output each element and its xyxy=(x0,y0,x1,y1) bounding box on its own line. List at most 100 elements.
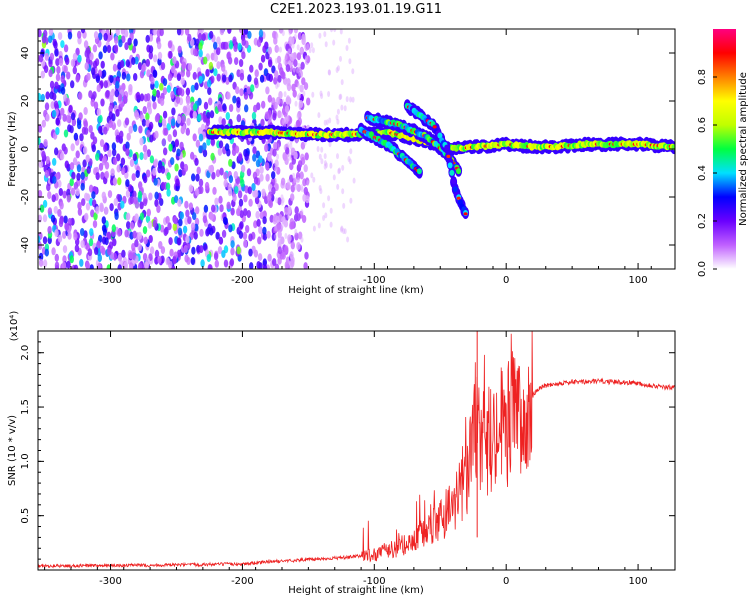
heatmap-noise-cell xyxy=(274,233,278,240)
branch-steep-cell xyxy=(449,169,455,176)
heatmap-noise-cell xyxy=(212,186,217,195)
heatmap-noise-cell xyxy=(66,188,71,197)
branch-steep-peak xyxy=(446,154,451,158)
heatmap-noise-cell xyxy=(199,228,204,237)
heatmap-noise-cell xyxy=(303,262,308,269)
heatmap-noise-cell xyxy=(236,69,241,78)
heatmap-noise-cell xyxy=(173,195,179,204)
heatmap-noise-cell xyxy=(64,222,70,231)
heatmap-noise-cell xyxy=(176,237,181,246)
heatmap-noise-cell xyxy=(192,71,197,80)
heatmap-noise-cell xyxy=(219,29,225,36)
heatmap-noise-cell xyxy=(85,202,91,211)
heatmap-noise-cell xyxy=(64,160,70,169)
heatmap-noise-cell xyxy=(92,44,98,53)
heatmap-noise-cell xyxy=(63,44,69,53)
heatmap-noise-cell xyxy=(216,61,221,70)
heatmap-noise-cell xyxy=(157,41,162,50)
heatmap-noise-cell xyxy=(153,54,158,63)
heatmap-noise-cell xyxy=(256,261,261,269)
heatmap-noise-cell xyxy=(154,114,160,123)
heatmap-noise-cell xyxy=(328,141,332,148)
heatmap-noise-cell xyxy=(51,109,57,118)
heatmap-noise-cell xyxy=(311,47,315,54)
heatmap-noise-cell xyxy=(271,97,276,106)
heatmap-noise-cell xyxy=(58,188,63,196)
heatmap-noise-cell xyxy=(115,29,120,36)
heatmap-noise-cell xyxy=(199,186,204,194)
heatmap-noise-cell xyxy=(190,151,195,160)
heatmap-noise-cell xyxy=(110,168,115,177)
heatmap-noise-cell xyxy=(73,232,78,241)
heatmap-noise-cell xyxy=(38,137,41,146)
heatmap-noise-cell xyxy=(223,171,228,180)
heatmap-noise-cell xyxy=(121,71,127,80)
heatmap-noise-cell xyxy=(239,210,244,219)
heatmap-noise-cell xyxy=(236,114,242,123)
heatmap-noise-cell xyxy=(89,228,94,237)
heatmap-noise-cell xyxy=(265,86,270,95)
heatmap-noise-cell xyxy=(200,259,205,268)
heatmap-noise-cell xyxy=(283,58,287,65)
heatmap-noise-cell xyxy=(42,199,48,208)
heatmap-noise-cell xyxy=(224,143,230,152)
heatmap-noise-cell xyxy=(310,42,314,49)
heatmap-noise-cell xyxy=(298,100,304,108)
heatmap-noise-cell xyxy=(121,167,126,175)
heatmap-noise-cell xyxy=(84,192,89,201)
heatmap-noise-cell xyxy=(183,163,189,172)
heatmap-x-tick-label: -200 xyxy=(231,275,254,286)
heatmap-noise-cell xyxy=(301,215,307,223)
heatmap-noise-cell xyxy=(179,141,184,150)
heatmap-noise-cell xyxy=(236,208,241,217)
heatmap-noise-cell xyxy=(275,97,279,104)
heatmap-noise-cell xyxy=(139,70,145,79)
heatmap-noise-cell xyxy=(167,73,173,82)
heatmap-noise-cell xyxy=(157,255,162,264)
heatmap-noise-cell xyxy=(91,191,96,200)
heatmap-noise-cell xyxy=(167,222,172,231)
heatmap-noise-cell xyxy=(306,97,311,106)
heatmap-noise-cell xyxy=(243,29,249,35)
heatmap-noise-cell xyxy=(98,162,104,171)
heatmap-noise-cell xyxy=(278,91,283,99)
heatmap-noise-cell xyxy=(101,216,107,225)
heatmap-noise-cell xyxy=(206,254,211,262)
heatmap-noise-cell xyxy=(255,210,260,219)
heatmap-noise-cell xyxy=(221,229,227,238)
heatmap-noise-cell xyxy=(172,129,178,138)
heatmap-noise-cell xyxy=(297,82,301,89)
heatmap-noise-cell xyxy=(228,104,234,112)
heatmap-noise-cell xyxy=(66,194,72,203)
heatmap-noise-cell xyxy=(340,104,344,111)
heatmap-noise-cell xyxy=(299,171,304,180)
heatmap-noise-cell xyxy=(168,143,173,152)
heatmap-noise-cell xyxy=(88,238,94,247)
heatmap-noise-cell xyxy=(274,159,279,168)
heatmap-noise-cell xyxy=(329,162,333,169)
heatmap-noise-cell xyxy=(45,91,50,100)
heatmap-noise-cell xyxy=(246,210,251,218)
heatmap-noise-cell xyxy=(188,202,194,211)
heatmap-noise-cell xyxy=(185,209,190,218)
heatmap-noise-cell xyxy=(95,75,101,84)
heatmap-noise-cell xyxy=(196,166,201,175)
heatmap-noise-cell xyxy=(52,175,57,184)
heatmap-noise-cell xyxy=(336,108,340,115)
snr-x-tick-label: -100 xyxy=(363,576,386,587)
heatmap-noise-cell xyxy=(323,31,327,38)
heatmap-noise-cell xyxy=(158,241,163,249)
heatmap-noise-cell xyxy=(233,171,238,179)
heatmap-noise-cell xyxy=(49,80,55,89)
heatmap-noise-cell xyxy=(287,48,291,55)
heatmap-x-axis-label: Height of straight line (km) xyxy=(288,285,424,296)
heatmap-noise-cell xyxy=(296,94,300,101)
heatmap-noise-cell xyxy=(317,112,321,119)
heatmap-noise-cell xyxy=(91,67,96,76)
heatmap-noise-cell xyxy=(336,153,339,160)
heatmap-noise-cell xyxy=(251,111,257,120)
heatmap-noise-cell xyxy=(131,252,136,261)
heatmap-noise-cell xyxy=(176,249,182,258)
heatmap-noise-cell xyxy=(141,64,146,73)
